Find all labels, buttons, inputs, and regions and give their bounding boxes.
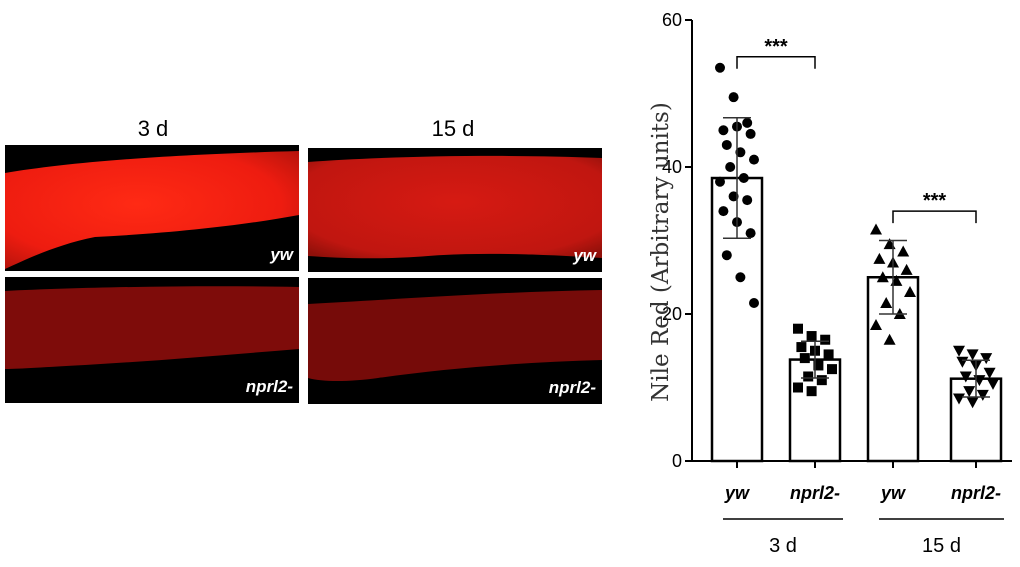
micrograph-yw-3d: yw	[5, 145, 299, 271]
category-label: yw	[880, 483, 906, 503]
data-point	[876, 271, 889, 283]
panel-label: yw	[270, 245, 293, 264]
panel-label: yw	[573, 246, 596, 265]
micrograph-image	[5, 151, 299, 269]
data-point	[738, 173, 749, 184]
data-point	[745, 228, 756, 239]
data-point	[816, 375, 827, 386]
data-point	[813, 360, 824, 371]
data-point	[799, 353, 810, 364]
data-point	[718, 125, 729, 136]
micrograph-nprl2-3d: nprl2-	[5, 277, 299, 403]
data-point	[980, 353, 993, 365]
data-point	[803, 371, 814, 382]
data-point	[900, 263, 913, 275]
data-point	[880, 296, 893, 308]
data-point	[749, 297, 759, 308]
data-point	[953, 393, 965, 405]
data-point	[966, 397, 979, 409]
significance-bracket	[736, 56, 816, 69]
column-title-3d: 3 d	[137, 116, 169, 141]
data-point	[987, 378, 999, 390]
data-point	[742, 117, 753, 128]
data-point	[735, 147, 746, 158]
data-point	[897, 245, 910, 257]
micrograph-image	[308, 290, 602, 381]
data-point	[745, 128, 756, 139]
data-point	[793, 382, 803, 393]
data-point	[983, 367, 996, 379]
y-tick-label: 20	[662, 304, 682, 324]
data-point	[721, 139, 732, 150]
y-axis-label: Nile Red (Arbitrary units)	[648, 102, 674, 402]
data-point	[718, 206, 729, 217]
data-point	[715, 62, 725, 73]
micrograph-nprl2-15d: nprl2-	[308, 278, 602, 404]
data-point	[823, 349, 834, 360]
data-point	[820, 334, 831, 345]
data-point	[735, 272, 746, 283]
bar-chart: 0 20 40 60 yw nprl2- yw nprl2- *** *** 3 d 15 d Nil…	[648, 10, 1012, 557]
significance-label: ***	[923, 190, 947, 212]
data-point	[742, 195, 753, 206]
y-tick-label: 60	[662, 10, 682, 30]
significance-label: ***	[764, 36, 788, 58]
data-point	[728, 191, 739, 202]
data-point	[953, 345, 965, 357]
data-point	[721, 250, 732, 261]
data-point	[725, 162, 736, 172]
category-label: nprl2-	[951, 483, 1001, 503]
data-point	[796, 342, 807, 353]
data-point	[904, 285, 916, 297]
micrograph-yw-15d: yw	[308, 148, 602, 272]
data-point	[827, 364, 837, 375]
data-point	[749, 154, 759, 165]
data-point	[793, 323, 803, 334]
data-point	[806, 331, 817, 342]
data-point	[976, 389, 989, 401]
category-label: yw	[724, 483, 750, 503]
data-point	[806, 386, 817, 397]
data-point	[870, 223, 882, 235]
data-point	[963, 386, 976, 398]
column-title-15d: 15 d	[431, 116, 475, 141]
data-point	[873, 252, 886, 264]
significance-bracket	[892, 210, 977, 224]
data-point	[959, 371, 972, 383]
data-point	[870, 319, 882, 331]
y-tick-label: 0	[672, 451, 682, 471]
category-label: nprl2-	[790, 483, 840, 503]
data-point	[883, 333, 896, 345]
data-point	[715, 176, 725, 187]
y-tick-label: 40	[662, 157, 682, 177]
micrograph-image	[5, 286, 299, 369]
panel-label: nprl2-	[548, 378, 596, 397]
data-point	[956, 356, 969, 368]
group-label: 3 d	[769, 535, 797, 557]
micrograph-image	[308, 155, 602, 259]
data-point	[966, 349, 979, 361]
panel-label: nprl2-	[245, 377, 293, 396]
group-label: 15 d	[922, 535, 961, 557]
data-point	[728, 92, 739, 103]
